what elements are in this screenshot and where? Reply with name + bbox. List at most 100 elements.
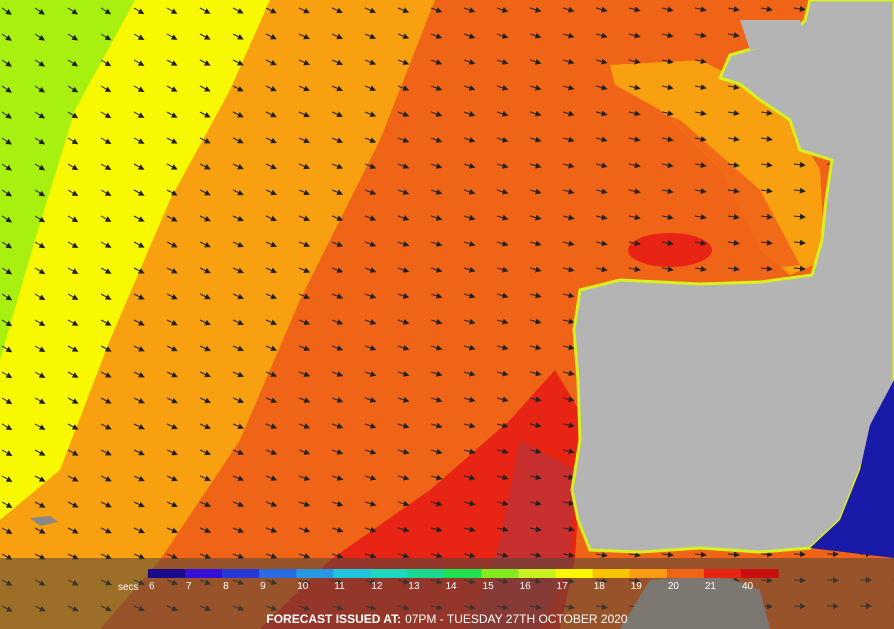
- swell-arrow: [760, 213, 773, 220]
- legend-swatch: [703, 569, 742, 578]
- mediterranean: [810, 380, 894, 558]
- swell-arrow: [430, 422, 443, 429]
- legend-label: 40: [742, 581, 754, 592]
- legend-label: 13: [408, 581, 420, 592]
- swell-arrow: [298, 501, 311, 507]
- swell-arrow: [463, 266, 476, 273]
- swell-arrow: [133, 215, 145, 222]
- swell-arrow: [298, 423, 311, 429]
- swell-arrow: [694, 110, 707, 117]
- swell-arrow: [562, 136, 575, 143]
- swell-arrow: [661, 214, 674, 221]
- swell-arrow: [364, 397, 377, 403]
- swell-arrow: [496, 214, 509, 221]
- swell-arrow: [100, 475, 112, 482]
- swell-arrow: [496, 110, 509, 117]
- swell-arrow: [430, 318, 443, 325]
- swell-arrow: [727, 265, 740, 272]
- swell-arrow: [430, 33, 443, 39]
- swell-arrow: [496, 266, 509, 273]
- swell-arrow: [67, 163, 79, 171]
- swell-arrow: [298, 397, 311, 403]
- swell-arrow: [463, 370, 476, 377]
- swell-arrow: [529, 162, 542, 169]
- swell-arrow: [562, 84, 575, 91]
- swell-arrow: [67, 319, 79, 326]
- swell-arrow: [496, 448, 509, 455]
- swell-arrow: [364, 552, 377, 559]
- swell-arrow: [232, 7, 244, 14]
- swell-arrow: [397, 111, 410, 117]
- swell-arrow: [34, 397, 46, 404]
- swell-arrow: [67, 449, 79, 456]
- swell-arrow: [34, 241, 46, 249]
- swell-arrow: [595, 110, 608, 117]
- swell-arrow: [529, 318, 542, 325]
- swell-arrow: [298, 7, 310, 14]
- swell-arrow: [364, 241, 377, 247]
- legend-label: 21: [705, 581, 717, 592]
- swell-arrow: [331, 449, 344, 455]
- swell-arrow: [133, 85, 145, 92]
- swell-arrow: [199, 293, 211, 300]
- swell-arrow: [562, 370, 575, 377]
- swell-arrow: [133, 7, 145, 15]
- legend-swatch: [555, 569, 594, 578]
- legend-label: 8: [223, 581, 229, 592]
- swell-arrow: [463, 240, 476, 247]
- swell-arrow: [265, 111, 277, 118]
- swell-arrow: [100, 7, 112, 15]
- swell-arrow: [331, 397, 344, 403]
- swell-arrow: [133, 267, 145, 274]
- swell-arrow: [166, 345, 178, 352]
- swell-arrow: [397, 474, 410, 481]
- swell-arrow: [463, 292, 476, 299]
- swell-arrow: [67, 371, 79, 378]
- swell-arrow: [100, 59, 112, 67]
- swell-arrow: [67, 137, 79, 145]
- footer-text: 07PM - TUESDAY 27TH OCTOBER 2020: [405, 612, 628, 626]
- swell-arrow: [793, 161, 806, 168]
- swell-arrow: [430, 241, 443, 247]
- legend-label: 18: [594, 581, 606, 592]
- swell-arrow: [133, 33, 145, 41]
- swell-arrow: [298, 241, 311, 248]
- swell-arrow: [760, 239, 773, 246]
- swell-arrow: [199, 7, 211, 14]
- swell-arrow: [595, 266, 608, 273]
- swell-arrow: [364, 215, 377, 221]
- swell-arrow: [100, 423, 112, 430]
- swell-arrow: [331, 293, 344, 299]
- swell-arrow: [595, 240, 608, 247]
- swell-arrow: [793, 265, 806, 272]
- swell-arrow: [331, 501, 344, 507]
- swell-arrow: [430, 344, 443, 351]
- sea-16: [0, 0, 135, 360]
- swell-arrow: [463, 422, 476, 429]
- swell-arrow: [298, 215, 311, 222]
- swell-arrow: [34, 267, 46, 275]
- swell-arrow: [595, 136, 608, 143]
- swell-arrow: [331, 85, 344, 92]
- swell-arrow: [67, 267, 79, 274]
- swell-arrow: [232, 137, 244, 144]
- swell-arrow: [694, 84, 707, 91]
- swell-arrow: [331, 319, 344, 325]
- swell-arrow: [529, 422, 542, 429]
- swell-arrow: [364, 85, 377, 92]
- swell-arrow: [760, 551, 773, 558]
- swell-arrow: [628, 188, 641, 195]
- swell-arrow: [265, 189, 277, 196]
- legend-swatch: [370, 569, 408, 578]
- swell-arrow: [133, 501, 145, 508]
- swell-arrow: [133, 163, 145, 170]
- swell-arrow: [265, 501, 278, 507]
- swell-arrow: [661, 58, 674, 65]
- swell-arrow: [694, 265, 707, 272]
- legend-label: 20: [668, 581, 680, 592]
- swell-arrow: [1, 371, 13, 379]
- swell-arrow: [694, 551, 707, 558]
- swell-arrow: [364, 293, 377, 299]
- swell-arrow: [298, 163, 311, 170]
